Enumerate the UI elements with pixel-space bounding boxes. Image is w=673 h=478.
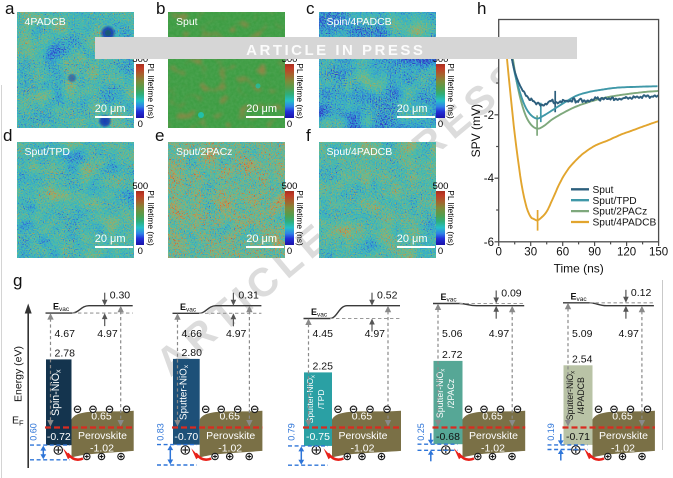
svg-text:0.09: 0.09 xyxy=(501,288,522,300)
svg-text:4.45: 4.45 xyxy=(313,328,334,340)
svg-text:EF: EF xyxy=(12,415,24,428)
svg-text:0.65: 0.65 xyxy=(612,411,633,423)
svg-text:4.97: 4.97 xyxy=(365,328,386,340)
svg-text:Sput/2PACz: Sput/2PACz xyxy=(593,207,648,218)
svg-text:0.65: 0.65 xyxy=(482,411,503,423)
svg-text:Sput/4PADCB: Sput/4PADCB xyxy=(593,218,657,229)
svg-text:Perovskite: Perovskite xyxy=(78,430,127,442)
svg-text:2.78: 2.78 xyxy=(55,347,76,359)
svg-text:Evac: Evac xyxy=(571,291,588,303)
svg-text:Perovskite: Perovskite xyxy=(469,430,518,442)
svg-text:0.30: 0.30 xyxy=(110,290,131,302)
svg-text:-2: -2 xyxy=(484,110,494,122)
svg-text:4.97: 4.97 xyxy=(489,328,510,340)
svg-text:-1.02: -1.02 xyxy=(351,442,375,454)
svg-text:0.83: 0.83 xyxy=(156,423,166,441)
svg-text:SPV (mV): SPV (mV) xyxy=(469,104,483,157)
svg-text:Evac: Evac xyxy=(311,307,328,319)
svg-text:Sputter-NiOx: Sputter-NiOx xyxy=(565,371,577,420)
svg-text:-0.70: -0.70 xyxy=(174,431,198,443)
svg-text:0.79: 0.79 xyxy=(287,423,297,441)
svg-text:/TPD: /TPD xyxy=(316,389,326,409)
svg-text:4.66: 4.66 xyxy=(182,328,203,340)
svg-text:4.67: 4.67 xyxy=(55,328,76,340)
svg-text:/4PADCB: /4PADCB xyxy=(576,377,586,414)
svg-text:0.65: 0.65 xyxy=(91,411,112,423)
svg-text:-1.02: -1.02 xyxy=(611,442,635,454)
svg-text:2.54: 2.54 xyxy=(572,353,593,365)
svg-text:0.31: 0.31 xyxy=(238,290,259,302)
svg-text:4.97: 4.97 xyxy=(226,328,247,340)
svg-text:30: 30 xyxy=(524,247,537,259)
svg-text:150: 150 xyxy=(649,247,668,259)
svg-text:Sput: Sput xyxy=(593,185,614,196)
svg-text:Perovskite: Perovskite xyxy=(599,430,648,442)
svg-text:90: 90 xyxy=(588,247,601,259)
svg-text:4.97: 4.97 xyxy=(618,328,639,340)
svg-text:-1.02: -1.02 xyxy=(90,442,114,454)
svg-text:Evac: Evac xyxy=(441,292,458,304)
svg-text:2.25: 2.25 xyxy=(313,360,334,372)
svg-text:-0.72: -0.72 xyxy=(47,431,71,443)
svg-text:-6: -6 xyxy=(484,237,494,249)
svg-text:0.25: 0.25 xyxy=(416,423,426,441)
svg-text:Spin-NiOx: Spin-NiOx xyxy=(50,369,63,416)
svg-text:-1.02: -1.02 xyxy=(218,442,242,454)
svg-text:2.80: 2.80 xyxy=(182,347,203,359)
svg-text:5.09: 5.09 xyxy=(572,328,593,340)
svg-text:Evac: Evac xyxy=(180,302,197,314)
svg-text:0.65: 0.65 xyxy=(352,411,373,423)
svg-text:0.52: 0.52 xyxy=(377,290,398,302)
svg-text:-4: -4 xyxy=(484,173,495,185)
svg-text:0.65: 0.65 xyxy=(219,411,240,423)
svg-text:Evac: Evac xyxy=(53,302,70,314)
svg-text:Perovskite: Perovskite xyxy=(206,430,255,442)
svg-text:0.60: 0.60 xyxy=(29,423,39,441)
svg-text:Perovskite: Perovskite xyxy=(338,430,387,442)
svg-text:60: 60 xyxy=(556,247,569,259)
svg-text:Time (ns): Time (ns) xyxy=(554,262,604,276)
svg-text:4.97: 4.97 xyxy=(97,328,118,340)
svg-text:0.12: 0.12 xyxy=(631,287,652,299)
svg-text:/2PACz: /2PACz xyxy=(446,379,456,408)
svg-text:2.72: 2.72 xyxy=(442,349,463,361)
svg-text:-0.71: -0.71 xyxy=(566,431,590,443)
svg-text:5.06: 5.06 xyxy=(442,328,463,340)
svg-text:Sputter-NiOx: Sputter-NiOx xyxy=(305,375,317,423)
svg-text:Sputter-NiOx: Sputter-NiOx xyxy=(178,364,190,420)
svg-text:Sput/TPD: Sput/TPD xyxy=(593,196,637,207)
svg-text:0: 0 xyxy=(495,247,501,259)
svg-text:-1.02: -1.02 xyxy=(481,442,505,454)
svg-text:-0.75: -0.75 xyxy=(306,431,330,443)
svg-text:120: 120 xyxy=(617,247,636,259)
svg-text:Sputter-NiOx: Sputter-NiOx xyxy=(435,369,447,418)
svg-text:0.19: 0.19 xyxy=(546,423,556,441)
svg-text:-0.68: -0.68 xyxy=(436,431,460,443)
svg-text:Energy (eV): Energy (eV) xyxy=(13,346,25,402)
